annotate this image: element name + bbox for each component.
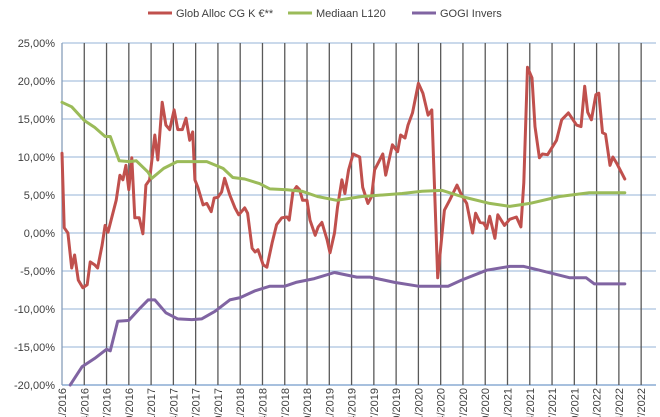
- x-tick-label: 1/01/2021: [503, 388, 515, 417]
- vertical-gridlines: [61, 43, 642, 385]
- legend: Glob Alloc CG K €** Mediaan L120 GOGI Inve…: [148, 8, 502, 20]
- y-tick-label: -10,00%: [14, 304, 55, 316]
- x-tick-label: 1/01/2017: [146, 388, 158, 417]
- x-tick-label: 1/04/2018: [257, 388, 269, 417]
- series-line-2: [68, 264, 627, 387]
- y-tick-label: 20,00%: [18, 76, 56, 88]
- series-line-1: [60, 100, 627, 208]
- y-tick-label: 10,00%: [18, 152, 56, 164]
- x-tick-label: 1/10/2016: [124, 388, 136, 417]
- x-tick-label: 1/07/2019: [369, 388, 381, 417]
- x-tick-label: 1/04/2019: [347, 388, 359, 417]
- x-tick-label: 1/04/2020: [436, 388, 448, 417]
- y-tick-label: -20,00%: [14, 380, 55, 392]
- x-tick-label: 1/07/2021: [547, 388, 559, 417]
- x-tick-label: 1/07/2018: [280, 388, 292, 417]
- x-tick-label: 1/04/2017: [168, 388, 180, 417]
- x-tick-label: 1/10/2017: [213, 388, 225, 417]
- x-tick-label: 1/01/2022: [592, 388, 604, 417]
- x-tick-label: 1/10/2021: [569, 388, 581, 417]
- x-tick-label: 1/01/2019: [324, 388, 336, 417]
- x-tick-label: 1/10/2019: [391, 388, 403, 417]
- x-tick-label: 1/07/2020: [458, 388, 470, 417]
- x-tick-label: 1/07/2016: [102, 388, 114, 417]
- y-tick-label: 25,00%: [18, 38, 56, 50]
- y-tick-label: 15,00%: [18, 114, 56, 126]
- series-line-0: [60, 65, 627, 290]
- x-tick-label: 1/01/2020: [413, 388, 425, 417]
- x-tick-label: 1/01/2016: [57, 388, 69, 417]
- y-tick-label: 0,00%: [24, 228, 55, 240]
- y-axis-tick-labels: 25,00% 20,00% 15,00% 10,00% 5,00% 0,00% -5,00%…: [14, 38, 55, 392]
- x-tick-label: 1/07/2017: [191, 388, 203, 417]
- series-lines: [60, 65, 627, 387]
- legend-label-1: Mediaan L120: [316, 8, 386, 20]
- x-tick-label: 1/10/2020: [480, 388, 492, 417]
- y-tick-label: -5,00%: [20, 266, 55, 278]
- x-tick-label: 1/10/2018: [302, 388, 314, 417]
- x-tick-label: 1/04/2021: [525, 388, 537, 417]
- x-tick-label: 1/04/2022: [614, 388, 626, 417]
- y-tick-label: -15,00%: [14, 342, 55, 354]
- x-tick-label: 1/04/2016: [79, 388, 91, 417]
- x-axis-tick-labels: 1/01/2016 1/04/2016 1/07/2016 1/10/2016 1/01…: [57, 388, 648, 417]
- x-tick-label: 1/07/2022: [636, 388, 648, 417]
- legend-label-2: GOGI Invers: [440, 8, 502, 20]
- legend-label-0: Glob Alloc CG K €**: [176, 8, 274, 20]
- x-tick-label: 1/01/2018: [235, 388, 247, 417]
- y-tick-label: 5,00%: [24, 190, 55, 202]
